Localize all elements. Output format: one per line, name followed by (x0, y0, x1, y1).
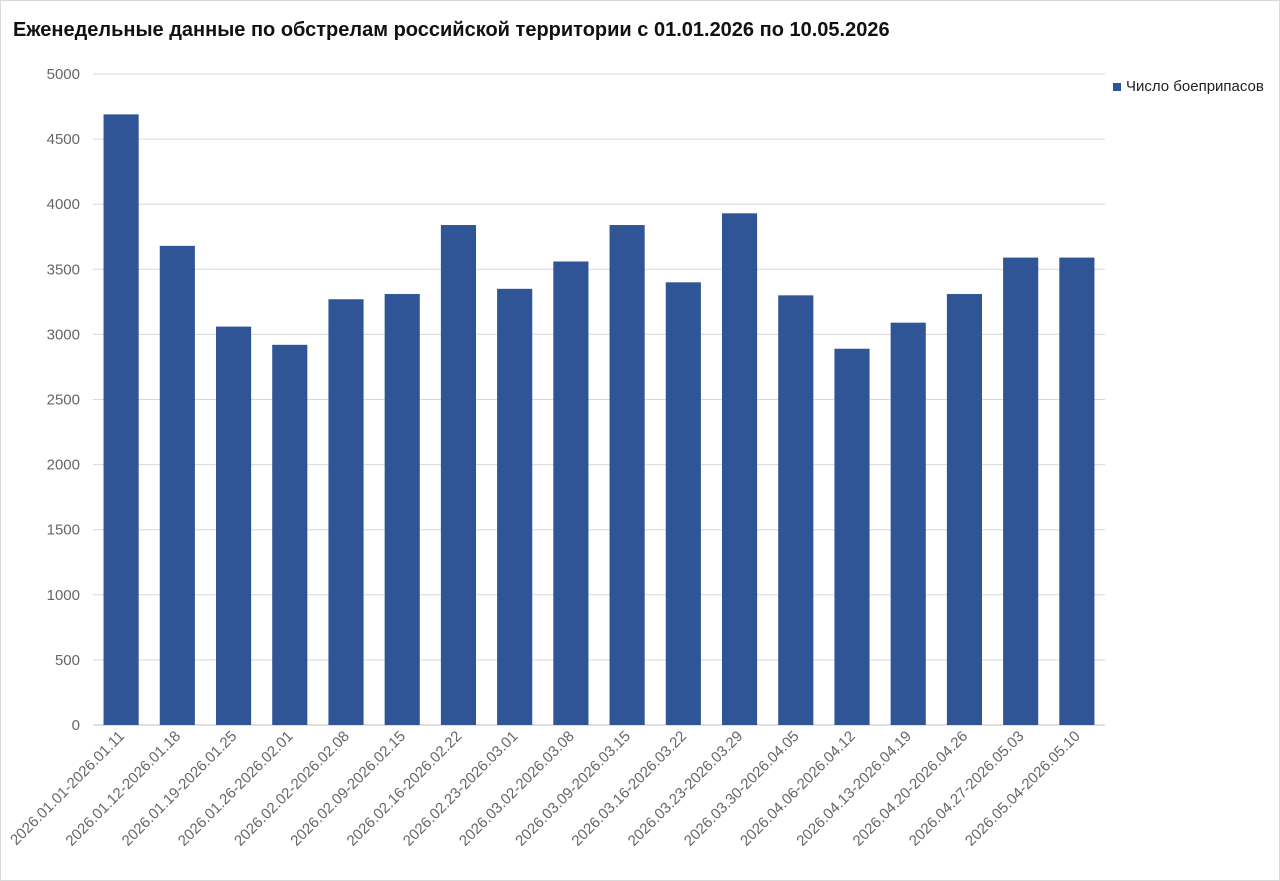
legend: Число боеприпасов (1113, 78, 1264, 95)
x-tick-label: 2026.03.02-2026.03.08 (456, 728, 578, 850)
bar (553, 261, 589, 725)
x-tick-label: 2026.04.27-2026.05.03 (906, 728, 1028, 850)
y-tick-label: 3000 (47, 326, 80, 343)
x-tick-label: 2026.01.19-2026.01.25 (119, 728, 241, 850)
y-tick-label: 2000 (47, 457, 80, 474)
bar (1003, 257, 1039, 725)
y-tick-label: 3500 (47, 261, 80, 278)
y-tick-label: 1500 (47, 522, 80, 539)
x-tick-label: 2026.03.09-2026.03.15 (512, 728, 634, 850)
y-tick-label: 2500 (47, 392, 80, 409)
y-tick-label: 0 (72, 717, 80, 734)
x-tick-label: 2026.04.13-2026.04.19 (793, 728, 915, 850)
x-tick-label: 2026.01.12-2026.01.18 (62, 728, 184, 850)
x-axis-ticks: 2026.01.01-2026.01.112026.01.12-2026.01.… (7, 728, 1084, 850)
y-tick-label: 4500 (47, 131, 80, 148)
y-tick-label: 5000 (47, 66, 80, 83)
legend-label: Число боеприпасов (1126, 78, 1264, 95)
bar (834, 348, 870, 725)
x-tick-label: 2026.03.30-2026.04.05 (681, 728, 803, 850)
x-tick-label: 2026.02.09-2026.02.15 (287, 728, 409, 850)
bar (159, 245, 195, 725)
y-tick-label: 500 (55, 652, 80, 669)
x-tick-label: 2026.02.16-2026.02.22 (344, 728, 466, 850)
bar (665, 282, 701, 725)
x-tick-label: 2026.02.02-2026.02.08 (231, 728, 353, 850)
bar (328, 299, 364, 725)
bar (103, 114, 139, 725)
y-tick-label: 1000 (47, 587, 80, 604)
bar (497, 288, 533, 725)
gridlines (93, 73, 1105, 726)
x-tick-label: 2026.03.23-2026.03.29 (625, 728, 747, 850)
bar (721, 213, 758, 725)
chart-title: Еженедельные данные по обстрелам российс… (13, 19, 890, 41)
bar (890, 322, 926, 725)
bar (609, 225, 645, 726)
x-tick-label: 2026.03.16-2026.03.22 (568, 728, 690, 850)
x-tick-label: 2026.04.20-2026.04.26 (850, 728, 972, 850)
bar (384, 294, 420, 725)
bar (215, 326, 252, 725)
x-tick-label: 2026.01.01-2026.01.11 (7, 728, 128, 849)
x-tick-label: 2026.05.04-2026.05.10 (962, 728, 1084, 850)
legend-swatch (1113, 82, 1121, 91)
x-tick-label: 2026.04.06-2026.04.12 (737, 728, 859, 850)
bar (946, 294, 983, 725)
y-tick-label: 4000 (47, 196, 80, 213)
bar (1059, 257, 1095, 725)
bar (440, 225, 477, 726)
bar (272, 344, 308, 725)
bars (103, 114, 1095, 726)
y-axis-ticks: 0 500 1000 1500 2000 2500 3000 3500 4000 4500 5000 (47, 66, 80, 734)
bar (778, 295, 814, 725)
x-tick-label: 2026.01.26-2026.02.01 (175, 728, 297, 850)
x-tick-label: 2026.02.23-2026.03.01 (400, 728, 522, 850)
